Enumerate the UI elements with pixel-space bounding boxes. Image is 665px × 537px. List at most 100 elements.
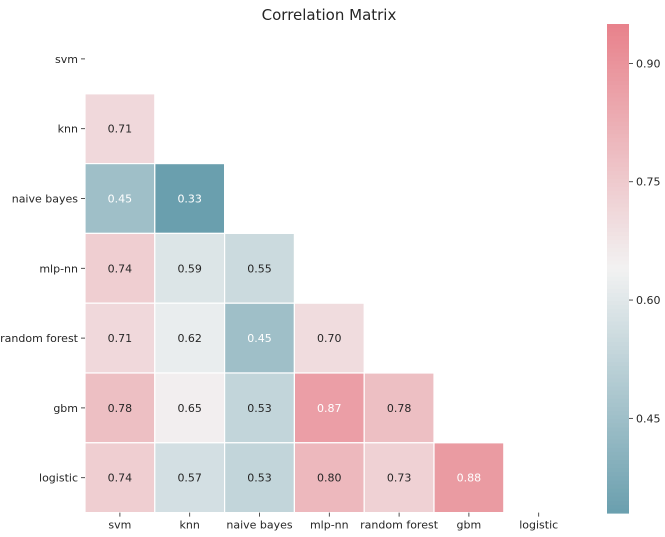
heatmap-cell (224, 232, 296, 304)
colorbar-segment (607, 390, 629, 396)
colorbar-segment (607, 455, 629, 461)
heatmap-cell (293, 372, 365, 444)
colorbar-segment (607, 427, 629, 433)
x-tick-label: gbm (457, 519, 482, 532)
colorbar-segment (607, 354, 629, 359)
x-tick-label: knn (180, 519, 200, 532)
colorbar-segment (607, 415, 629, 420)
colorbar-segment (607, 504, 629, 510)
colorbar-segment (607, 68, 629, 74)
colorbar-segment (607, 72, 629, 78)
colorbar-segment (607, 64, 629, 70)
colorbar-segment (607, 134, 629, 139)
heatmap-cell (224, 442, 296, 514)
colorbar-segment (607, 480, 629, 486)
cell-value-label: 0.71 (108, 123, 133, 136)
colorbar-segment (607, 199, 629, 204)
colorbar-segment (607, 28, 629, 33)
colorbar-segment (607, 280, 629, 286)
cell-value-label: 0.88 (457, 472, 482, 485)
cell-value-label: 0.73 (387, 472, 412, 485)
colorbar-segment (607, 93, 629, 98)
colorbar-segment (607, 341, 629, 347)
colorbar-segment (607, 117, 629, 123)
cell-value-label: 0.74 (108, 262, 133, 275)
cell-value-label: 0.45 (247, 332, 272, 345)
heatmap-cell (293, 442, 365, 514)
chart-title: Correlation Matrix (262, 6, 397, 24)
colorbar-segment (607, 288, 629, 294)
y-tick-label: naive bayes (12, 193, 79, 206)
colorbar-segment (607, 382, 629, 388)
colorbar-segment (607, 195, 629, 200)
colorbar-segment (607, 76, 629, 82)
colorbar-segment (607, 345, 629, 351)
colorbar-segment (607, 97, 629, 103)
colorbar-segment (607, 248, 629, 253)
colorbar-segment (607, 85, 629, 90)
colorbar-segment (607, 89, 629, 94)
x-tick-label: random forest (360, 519, 439, 532)
colorbar-segment (607, 464, 629, 469)
heatmap-cell (154, 163, 226, 235)
cell-value-label: 0.87 (317, 402, 342, 415)
colorbar-segment (607, 170, 629, 176)
colorbar-segment (607, 150, 629, 155)
colorbar-segment (607, 398, 629, 404)
colorbar-segment (607, 125, 629, 131)
colorbar-segment (607, 484, 629, 490)
colorbar-segment (607, 492, 629, 498)
heatmap-cell (293, 302, 365, 374)
colorbar-segment (607, 468, 629, 473)
colorbar-segment (607, 81, 629, 86)
cell-value-label: 0.62 (177, 332, 202, 345)
colorbar-segment (607, 508, 629, 514)
colorbar-segment (607, 256, 629, 261)
colorbar-segment (607, 362, 629, 367)
colorbar-segment (607, 52, 629, 58)
colorbar-segment (607, 231, 629, 237)
colorbar-segment (607, 187, 629, 192)
x-tick-label: svm (108, 519, 131, 532)
cell-value-label: 0.78 (108, 402, 133, 415)
cell-value-label: 0.71 (108, 332, 133, 345)
cell-value-label: 0.74 (108, 472, 133, 485)
colorbar-segment (607, 121, 629, 127)
colorbar-segment (607, 297, 629, 302)
colorbar-segment (607, 219, 629, 225)
colorbar-segment (607, 162, 629, 168)
cell-value-label: 0.65 (177, 402, 202, 415)
colorbar-segment (607, 207, 629, 213)
colorbar-segment (607, 203, 629, 208)
colorbar-segment (607, 370, 629, 376)
heatmap-cell-labels: 0.71 0.45 0.33 0.74 0.59 0.55 0.71 0.62 0.45 0.70… (108, 123, 482, 485)
colorbar-segment (607, 284, 629, 290)
heatmap-cell (154, 372, 226, 444)
colorbar-segment (607, 309, 629, 314)
colorbar-segment (607, 109, 629, 115)
colorbar-segment (607, 235, 629, 241)
colorbar-segment (607, 402, 629, 408)
colorbar-segment (607, 374, 629, 380)
cell-value-label: 0.57 (177, 472, 202, 485)
colorbar-segment (607, 394, 629, 400)
x-tick-label: naive bayes (226, 519, 293, 532)
colorbar-segment (607, 252, 629, 257)
heatmap-cell (84, 93, 156, 165)
colorbar: 0.45 0.60 0.75 0.90 (607, 24, 661, 514)
colorbar-segment (607, 407, 629, 412)
colorbar-segment (607, 329, 629, 335)
colorbar-segment (607, 337, 629, 343)
colorbar-segment (607, 154, 629, 160)
heatmap-cell (433, 442, 505, 514)
colorbar-segment (607, 105, 629, 111)
colorbar-segment (607, 178, 629, 184)
cell-value-label: 0.59 (177, 262, 202, 275)
colorbar-segment (607, 305, 629, 310)
colorbar-segment (607, 366, 629, 371)
y-tick-label: mlp-nn (39, 262, 78, 275)
colorbar-segment (607, 435, 629, 441)
colorbar-segment (607, 113, 629, 119)
x-axis: svm knn naive bayes mlp-nn random forest gbm l… (108, 512, 558, 532)
colorbar-segment (607, 411, 629, 416)
